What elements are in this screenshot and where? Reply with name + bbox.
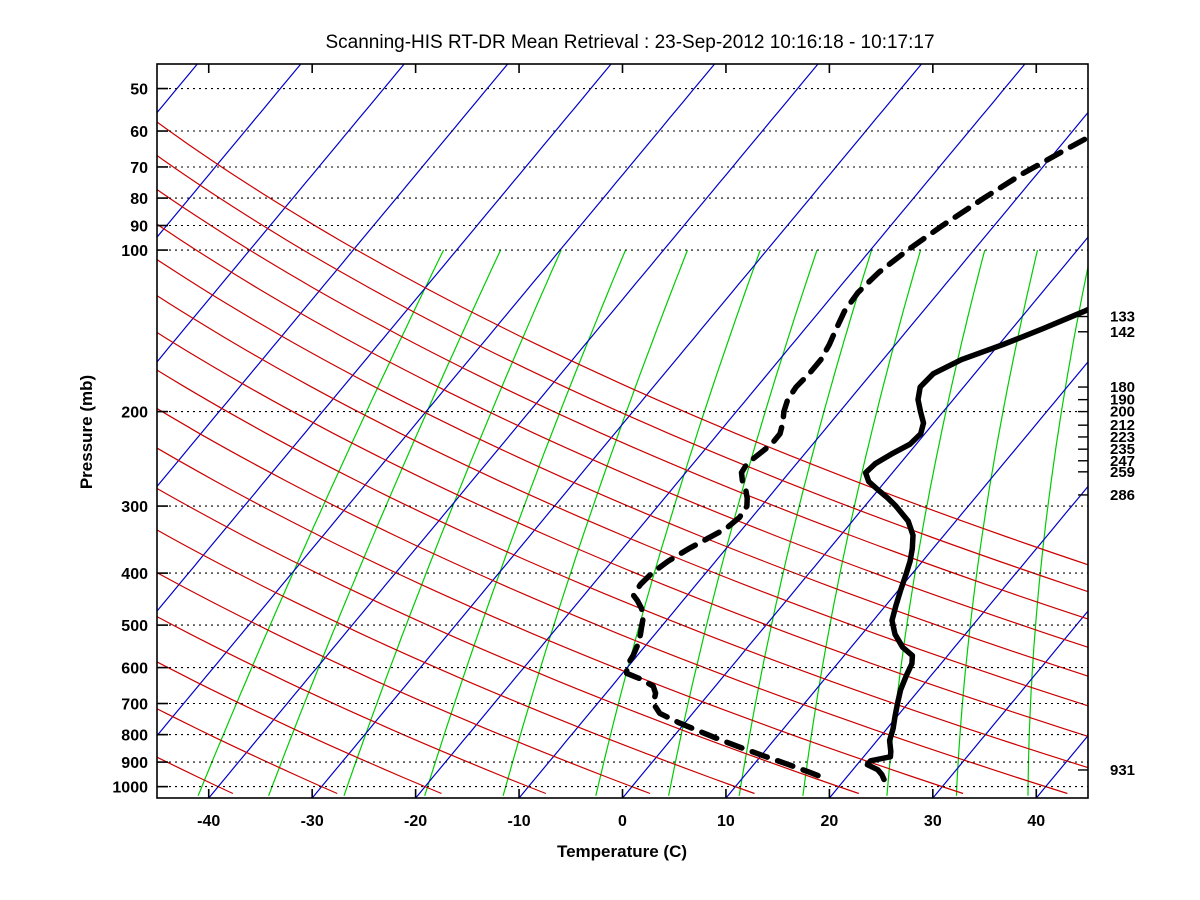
y-tick-label: 600 [121,661,148,678]
x-tick-label: 40 [1027,813,1045,830]
y-tick-label: 100 [121,243,148,260]
y-axis-label: Pressure (mb) [77,375,96,489]
y-axis-ticks: 50 60 70 80 90 100 200 300 400 500 600 700 800 900 100… [112,82,168,797]
y-tick-label: 400 [121,566,148,583]
y-tick-label: 900 [121,755,148,772]
x-tick-label: -30 [301,813,324,830]
x-tick-label: -20 [404,813,427,830]
y-tick-label: 800 [121,728,148,745]
right-pressure-label: 142 [1110,324,1135,341]
x-tick-label: 0 [618,813,627,830]
y-tick-label: 60 [130,124,148,141]
right-pressure-label: 223 [1110,429,1135,446]
right-pressure-label: 931 [1110,762,1135,779]
x-axis-ticks: -40 -30 -20 -10 0 10 20 30 40 [197,64,1045,830]
right-pressure-label: 286 [1110,487,1135,504]
x-tick-label: 20 [820,813,838,830]
y-tick-label: 700 [121,697,148,714]
right-pressure-label: 247 [1110,453,1135,470]
x-tick-label: 30 [924,813,942,830]
temperature-profile [862,306,1088,783]
right-pressure-label: 235 [1110,441,1135,458]
x-tick-label: -10 [507,813,530,830]
x-tick-label: 10 [717,813,735,830]
y-tick-label: 500 [121,618,148,635]
y-tick-label: 200 [121,405,148,422]
x-axis-label: Temperature (C) [557,842,687,861]
y-tick-label: 50 [130,82,148,99]
isobar-lines [157,88,1088,788]
plot-lines-group [157,64,1088,798]
chart-title: Scanning-HIS RT-DR Mean Retrieval : 23-S… [325,32,934,53]
y-tick-label: 80 [130,191,148,208]
y-tick-label: 90 [130,219,148,236]
y-tick-label: 1000 [112,780,148,797]
right-pressure-label: 212 [1110,417,1135,434]
right-pressure-label: 259 [1110,464,1135,481]
right-pressure-label: 190 [1110,392,1135,409]
right-pressure-label: 200 [1110,404,1135,421]
y-tick-label: 70 [130,160,148,177]
right-pressure-label: 180 [1110,379,1135,396]
x-tick-label: -40 [197,813,220,830]
dewpoint-profile [623,134,1088,783]
right-pressure-label: 133 [1110,309,1135,326]
y-tick-label: 300 [121,499,148,516]
